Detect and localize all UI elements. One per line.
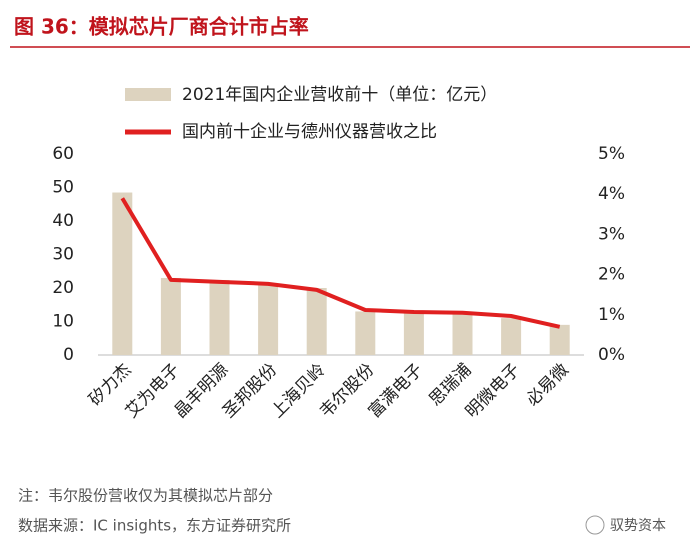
bar — [355, 311, 376, 355]
y2-tick-label: 3% — [598, 224, 625, 244]
watermark-icon — [585, 515, 605, 535]
legend-label: 国内前十企业与德州仪器营收之比 — [182, 122, 437, 142]
y-tick-label: 50 — [52, 178, 74, 198]
bar — [501, 318, 522, 355]
legend-label: 2021年国内企业营收前十（单位：亿元） — [182, 85, 497, 105]
y2-tick-label: 4% — [598, 184, 625, 204]
legend-swatch — [125, 88, 171, 101]
bar — [306, 288, 327, 355]
note: 数据来源：IC insights，东方证券研究所 — [18, 517, 291, 535]
bar — [403, 312, 424, 355]
x-tick-label: 富满电子 — [365, 360, 427, 422]
y2-tick-label: 5% — [598, 144, 625, 164]
bar — [258, 282, 279, 355]
chart-title: 图 36：模拟芯片厂商合计市占率 — [14, 15, 309, 39]
y2-tick-label: 0% — [598, 345, 625, 365]
y-tick-label: 20 — [52, 278, 74, 298]
bar — [452, 313, 473, 355]
bar — [549, 324, 570, 355]
y-tick-label: 40 — [52, 211, 74, 231]
y2-tick-label: 2% — [598, 265, 625, 285]
x-tick-label: 必易微 — [523, 360, 573, 410]
line — [120, 197, 561, 329]
y-tick-label: 0 — [63, 345, 74, 365]
y2-tick-label: 1% — [598, 305, 625, 325]
y-tick-label: 60 — [52, 144, 74, 164]
note: 注：韦尔股份营收仅为其模拟芯片部分 — [18, 487, 273, 505]
y-tick-label: 10 — [52, 312, 74, 332]
bar — [112, 192, 133, 355]
watermark: 驭势资本 — [610, 518, 666, 534]
bar — [209, 279, 230, 355]
bar — [160, 277, 181, 355]
x-tick-label: 明微电子 — [462, 360, 524, 422]
y-tick-label: 30 — [52, 245, 74, 265]
